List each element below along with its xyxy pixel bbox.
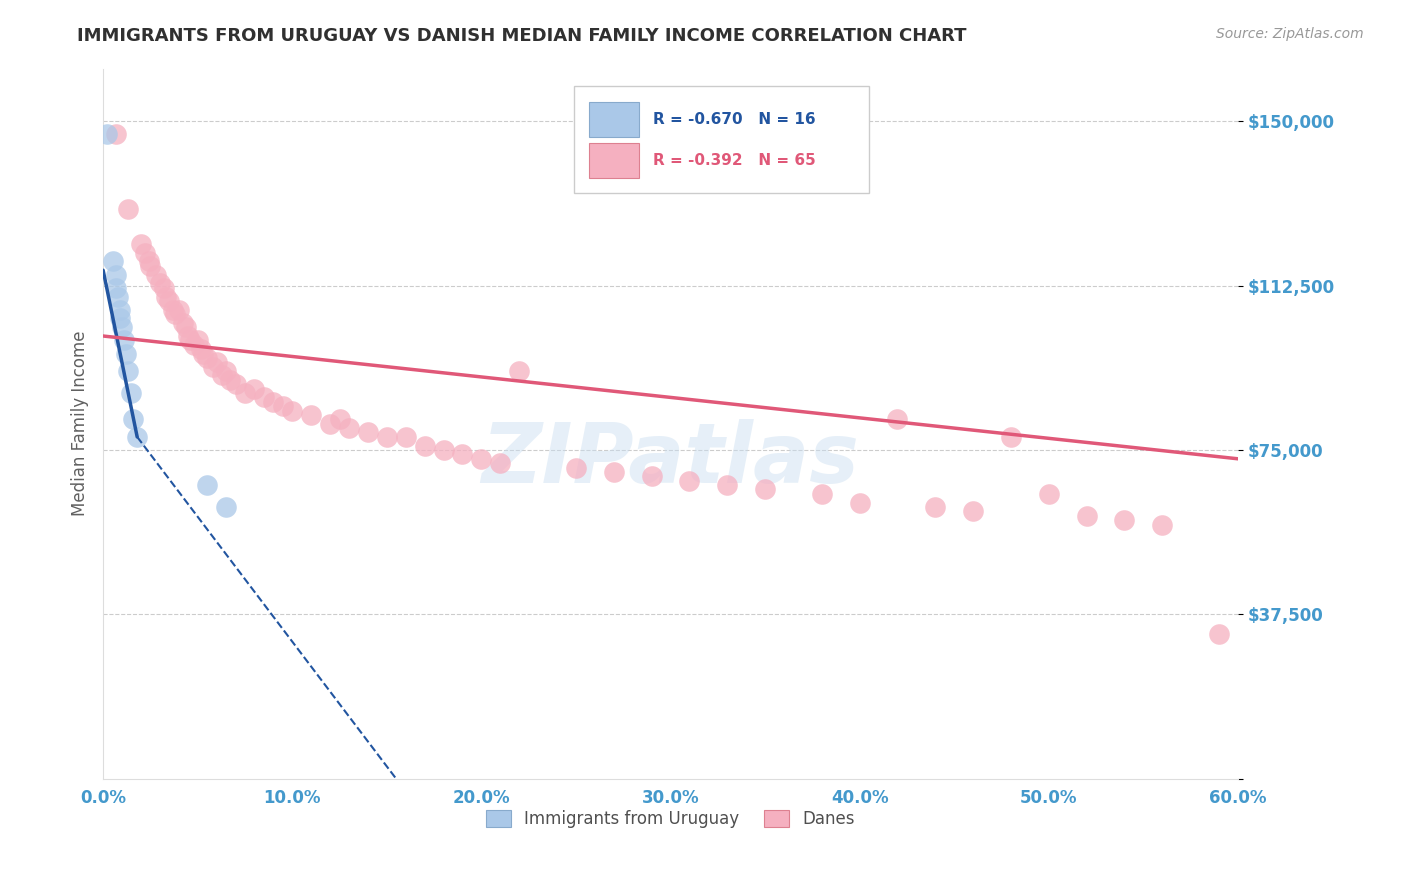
Point <box>187 334 209 348</box>
Point <box>1000 430 1022 444</box>
FancyBboxPatch shape <box>589 144 638 178</box>
Point <box>299 408 322 422</box>
Point <box>215 364 238 378</box>
Point <box>138 254 160 268</box>
Point <box>201 359 224 374</box>
Text: R = -0.670   N = 16: R = -0.670 N = 16 <box>654 112 815 128</box>
Point <box>716 478 738 492</box>
Point <box>811 487 834 501</box>
Point <box>357 425 380 440</box>
Point <box>328 412 350 426</box>
Point <box>107 289 129 303</box>
Point <box>155 289 177 303</box>
Point <box>1076 508 1098 523</box>
Point <box>319 417 342 431</box>
Point <box>603 465 626 479</box>
Point <box>470 451 492 466</box>
Point <box>190 342 212 356</box>
Point <box>451 447 474 461</box>
Point <box>886 412 908 426</box>
Point <box>162 302 184 317</box>
Point <box>127 430 149 444</box>
Point <box>754 483 776 497</box>
Point <box>183 338 205 352</box>
Point <box>129 236 152 251</box>
Point <box>195 478 218 492</box>
Point <box>152 281 174 295</box>
Point <box>281 403 304 417</box>
Point <box>105 128 128 142</box>
Point <box>117 364 139 378</box>
Point <box>176 320 198 334</box>
Point <box>225 377 247 392</box>
Point <box>243 382 266 396</box>
Point <box>111 320 134 334</box>
Point <box>211 368 233 383</box>
Point <box>489 456 512 470</box>
Point <box>122 412 145 426</box>
Point <box>848 496 870 510</box>
Point <box>218 373 240 387</box>
Point <box>105 268 128 282</box>
Point <box>233 386 256 401</box>
Point <box>432 443 454 458</box>
Text: Source: ZipAtlas.com: Source: ZipAtlas.com <box>1216 27 1364 41</box>
Point <box>1208 627 1230 641</box>
FancyBboxPatch shape <box>574 87 869 193</box>
Point <box>193 346 215 360</box>
Point <box>114 346 136 360</box>
Point <box>565 460 588 475</box>
Point <box>167 302 190 317</box>
Text: ZIPatlas: ZIPatlas <box>482 418 859 500</box>
FancyBboxPatch shape <box>589 103 638 137</box>
Point <box>112 334 135 348</box>
Point <box>395 430 418 444</box>
Point <box>205 355 228 369</box>
Legend: Immigrants from Uruguay, Danes: Immigrants from Uruguay, Danes <box>479 803 862 835</box>
Point <box>253 391 276 405</box>
Point <box>105 281 128 295</box>
Text: R = -0.392   N = 65: R = -0.392 N = 65 <box>654 153 817 169</box>
Point <box>157 293 180 308</box>
Point <box>108 302 131 317</box>
Y-axis label: Median Family Income: Median Family Income <box>72 331 89 516</box>
Point <box>101 254 124 268</box>
Point <box>924 500 946 514</box>
Point <box>215 500 238 514</box>
Point <box>262 394 284 409</box>
Point <box>1038 487 1060 501</box>
Point <box>145 268 167 282</box>
Point <box>139 259 162 273</box>
Point <box>337 421 360 435</box>
Point <box>1114 513 1136 527</box>
Point <box>962 504 984 518</box>
Point <box>177 329 200 343</box>
Point <box>96 128 118 142</box>
Point <box>163 307 186 321</box>
Point <box>149 277 172 291</box>
Text: IMMIGRANTS FROM URUGUAY VS DANISH MEDIAN FAMILY INCOME CORRELATION CHART: IMMIGRANTS FROM URUGUAY VS DANISH MEDIAN… <box>77 27 967 45</box>
Point <box>117 202 139 216</box>
Point <box>678 474 700 488</box>
Point <box>413 439 436 453</box>
Point <box>121 386 143 401</box>
Point <box>108 311 131 326</box>
Point <box>179 334 201 348</box>
Point <box>508 364 530 378</box>
Point <box>134 245 156 260</box>
Point <box>195 351 218 365</box>
Point <box>640 469 662 483</box>
Point <box>271 399 294 413</box>
Point <box>1152 517 1174 532</box>
Point <box>172 316 194 330</box>
Point <box>375 430 398 444</box>
